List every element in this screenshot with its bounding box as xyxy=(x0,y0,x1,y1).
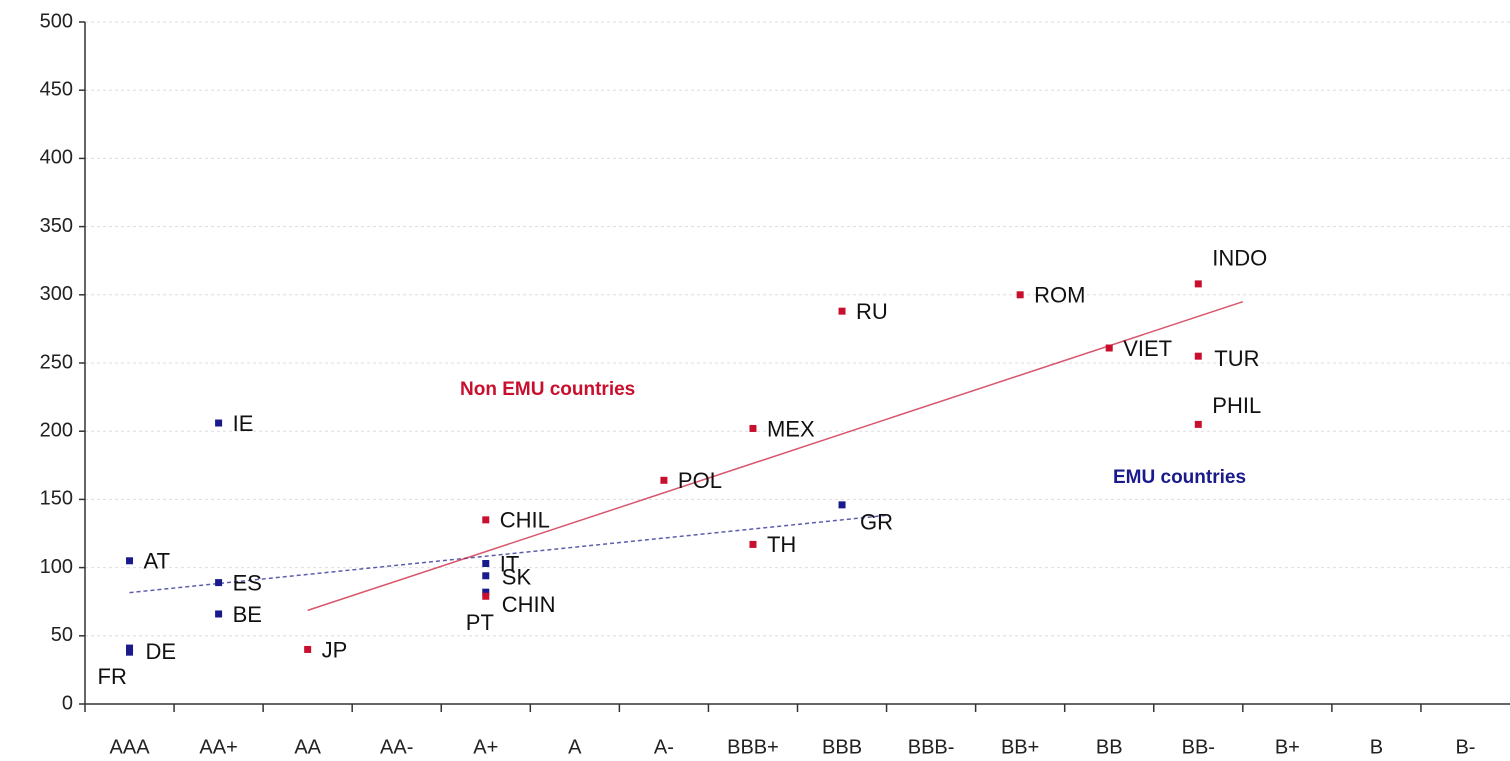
y-tick-label: 500 xyxy=(40,10,73,32)
point-label: IE xyxy=(233,411,254,436)
point xyxy=(215,579,223,587)
y-tick-label: 250 xyxy=(40,351,73,373)
point xyxy=(749,424,757,432)
point xyxy=(215,610,223,618)
point xyxy=(660,476,668,484)
point-label: DE xyxy=(146,639,177,664)
x-tick-label: BBB xyxy=(822,736,862,758)
x-tick-label: A- xyxy=(654,736,674,758)
point-label: IT xyxy=(500,551,520,576)
point-label: FR xyxy=(98,664,127,689)
trend-line xyxy=(129,514,887,594)
y-tick-label: 100 xyxy=(40,556,73,578)
point-label: PT xyxy=(466,610,494,635)
y-tick-label: 400 xyxy=(40,147,73,169)
x-tick-label: BB xyxy=(1096,736,1123,758)
point xyxy=(1194,280,1202,288)
point xyxy=(482,560,490,568)
point xyxy=(304,645,312,653)
point-label: SK xyxy=(502,565,532,590)
point-label: TH xyxy=(767,532,796,557)
point-label: ES xyxy=(233,570,262,595)
x-tick-label: B+ xyxy=(1275,736,1300,758)
point xyxy=(482,592,490,600)
y-tick-label: 450 xyxy=(40,78,73,100)
point xyxy=(838,501,846,509)
point xyxy=(1016,291,1024,299)
y-tick-label: 0 xyxy=(62,692,73,714)
point xyxy=(482,516,490,524)
point-label: TUR xyxy=(1214,346,1259,371)
y-tick-label: 200 xyxy=(40,419,73,441)
y-tick-label: 350 xyxy=(40,215,73,237)
point-label: CHIL xyxy=(500,508,550,533)
point-label: POL xyxy=(678,468,722,493)
y-tick-label: 150 xyxy=(40,488,73,510)
y-tick-label: 300 xyxy=(40,283,73,305)
x-tick-label: BBB+ xyxy=(727,736,779,758)
point-label: VIET xyxy=(1123,336,1172,361)
point-label: ROM xyxy=(1034,283,1085,308)
x-tick-label: AA- xyxy=(380,736,413,758)
point-label: CHIN xyxy=(502,592,556,617)
x-tick-label: A+ xyxy=(473,736,498,758)
x-tick-label: A xyxy=(568,736,582,758)
point xyxy=(126,557,134,565)
x-tick-label: AA xyxy=(294,736,321,758)
point xyxy=(482,572,490,580)
point-label: JP xyxy=(322,637,348,662)
y-tick-label: 50 xyxy=(51,624,73,646)
point-label: BE xyxy=(233,602,262,627)
point xyxy=(749,540,757,548)
point xyxy=(838,307,846,315)
series-note: EMU countries xyxy=(1113,467,1246,488)
trend-line xyxy=(307,300,1244,612)
x-tick-label: B xyxy=(1370,736,1383,758)
x-tick-label: BB- xyxy=(1182,736,1215,758)
point xyxy=(126,644,134,652)
point xyxy=(1194,352,1202,360)
x-tick-label: B- xyxy=(1455,736,1475,758)
x-tick-label: AA+ xyxy=(199,736,237,758)
point-label: RU xyxy=(856,299,888,324)
series-note: Non EMU countries xyxy=(460,379,635,400)
point-label: PHIL xyxy=(1212,393,1261,418)
x-tick-label: BB+ xyxy=(1001,736,1039,758)
point-label: INDO xyxy=(1212,246,1267,271)
x-tick-label: AAA xyxy=(110,736,151,758)
point xyxy=(1194,420,1202,428)
point xyxy=(126,648,134,656)
x-tick-label: BBB- xyxy=(908,736,955,758)
point-label: AT xyxy=(144,549,170,574)
point-label: GR xyxy=(860,510,893,535)
point-label: MEX xyxy=(767,416,815,441)
point xyxy=(482,588,490,596)
point xyxy=(215,419,223,427)
point xyxy=(1105,344,1113,352)
